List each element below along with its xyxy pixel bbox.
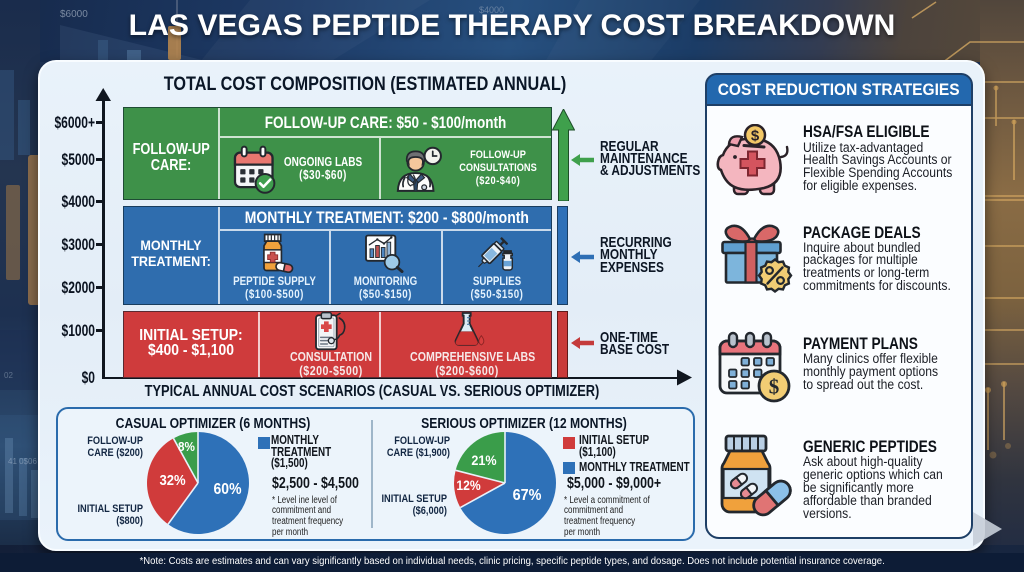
svg-text:$: $ xyxy=(751,128,760,145)
svg-text:02: 02 xyxy=(4,371,13,380)
svg-text:$6000: $6000 xyxy=(60,9,88,20)
svg-text:41 0$06: 41 0$06 xyxy=(8,457,37,466)
svg-text:$4000: $4000 xyxy=(479,5,504,15)
svg-text:$: $ xyxy=(769,375,780,399)
